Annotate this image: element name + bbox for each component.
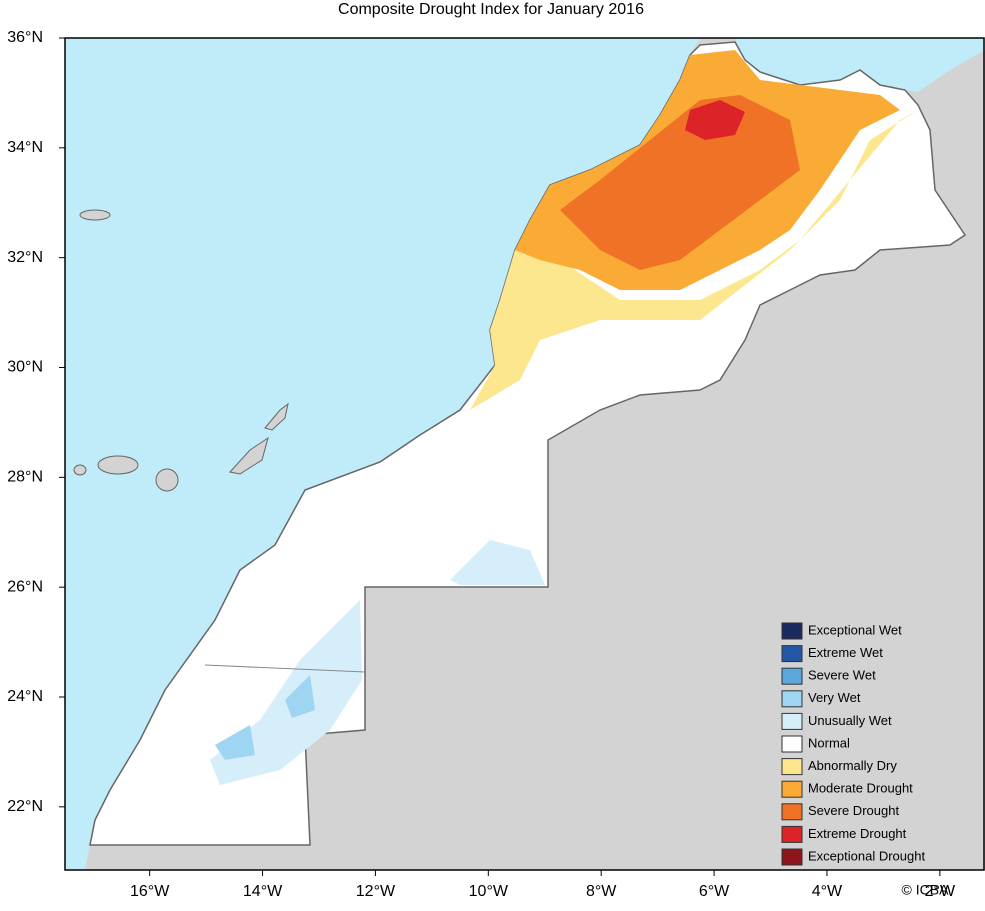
y-tick-label: 24°N (7, 688, 43, 705)
ocean (65, 38, 700, 870)
legend-label: Moderate Drought (808, 781, 913, 796)
island (155, 468, 179, 492)
x-tick-label: 4°W (812, 883, 843, 900)
x-tick-label: 12°W (356, 883, 396, 900)
x-tick-label: 14°W (243, 883, 283, 900)
y-tick-label: 26°N (7, 578, 43, 595)
island (229, 436, 269, 475)
frame (64, 37, 985, 871)
legend-swatch (781, 848, 803, 866)
legend-swatch (781, 803, 803, 821)
legend-swatch (781, 690, 803, 708)
y-tick-label: 30°N (7, 359, 43, 376)
y-tick-label: 28°N (7, 469, 43, 486)
legend-label: Exceptional Wet (808, 622, 902, 637)
y-tick-label: 34°N (7, 139, 43, 156)
legend-label: Extreme Drought (808, 826, 907, 841)
y-tick-label: 32°N (7, 249, 43, 266)
x-tick-label: 6°W (699, 883, 730, 900)
legend-label: Extreme Wet (808, 645, 883, 660)
y-tick-label: 22°N (7, 798, 43, 815)
severe-drought-area (560, 95, 800, 270)
island (264, 402, 289, 431)
legend-label: Normal (808, 735, 850, 750)
wet-area (215, 725, 255, 760)
legend-swatch (781, 735, 803, 753)
sea (735, 38, 985, 92)
legend-label: Abnormally Dry (808, 758, 897, 773)
map-area (64, 37, 985, 871)
legend-label: Unusually Wet (808, 713, 892, 728)
x-tick-label: 2°W (925, 883, 956, 900)
legend-swatch (781, 645, 803, 663)
wet-area (285, 675, 315, 718)
island (97, 455, 139, 475)
legend-label: Exceptional Drought (808, 848, 925, 863)
copyright: © ICBA (902, 882, 950, 898)
extreme-drought-area (685, 100, 745, 140)
wet-area (450, 540, 545, 585)
legend-swatch (781, 825, 803, 843)
legend-swatch (781, 780, 803, 798)
legend-label: Very Wet (808, 690, 861, 705)
legend-label: Severe Drought (808, 803, 899, 818)
island (73, 464, 87, 476)
legend-swatch (781, 622, 803, 640)
island (79, 209, 111, 221)
legend-swatch (781, 712, 803, 730)
legend-swatch (781, 667, 803, 685)
map-title: Composite Drought Index for January 2016 (338, 1, 644, 18)
x-tick-label: 16°W (130, 883, 170, 900)
legend-label: Severe Wet (808, 668, 876, 683)
x-tick-label: 8°W (586, 883, 617, 900)
y-tick-label: 36°N (7, 29, 43, 46)
x-tick-label: 10°W (469, 883, 509, 900)
legend-swatch (781, 758, 803, 776)
border (204, 664, 366, 673)
